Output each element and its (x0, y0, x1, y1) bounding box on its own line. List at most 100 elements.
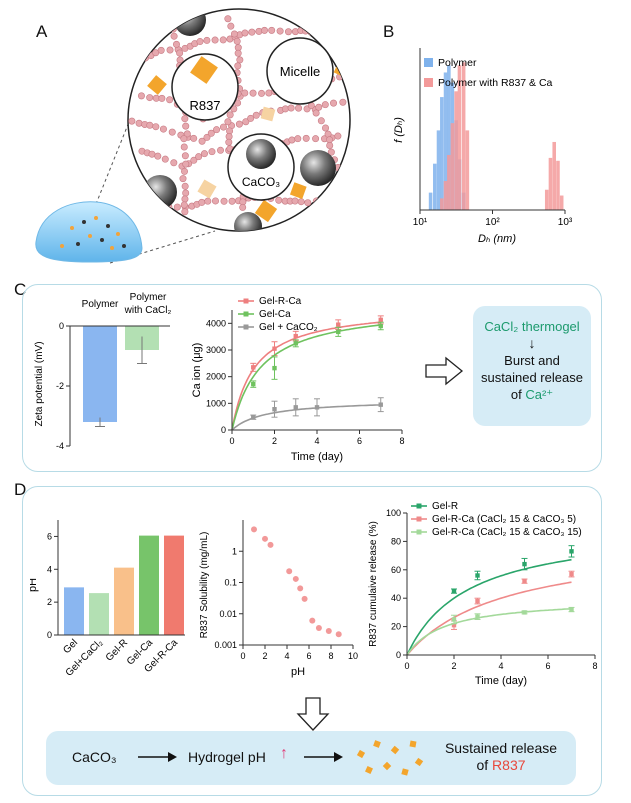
y-tick-label: 2000 (206, 372, 226, 382)
polymer-bead (241, 89, 249, 97)
x-tick-label: 4 (314, 436, 319, 446)
polymer-bead (152, 123, 160, 131)
data-point (569, 571, 574, 577)
solubility-point (292, 575, 299, 582)
polymer-bead (317, 117, 325, 125)
polymer-bead (302, 134, 310, 142)
outcome-line-2: of R837 (441, 757, 561, 774)
solubility-point (262, 535, 268, 542)
polymer-bead (239, 203, 247, 211)
polymer-bead (241, 29, 249, 37)
summary-line-2: sustained release (481, 370, 583, 385)
polymer-bead (342, 70, 350, 78)
sol-ticks: 0 2 4 6 8 10 0.001 0.01 0.1 1 (214, 546, 358, 661)
polymer-bead (312, 109, 320, 117)
hydrogel-drop (35, 201, 143, 263)
solubility-point (297, 585, 304, 592)
polymer-bead (315, 103, 323, 111)
outcome-line-1: Sustained release (444, 740, 558, 756)
panel-b-letter: B (383, 22, 395, 41)
polymer-bead (211, 36, 219, 44)
polymer-bead (248, 28, 256, 36)
polymer-bead (281, 105, 289, 113)
size-bar (548, 157, 553, 210)
y-tick-label: 100 (386, 508, 401, 518)
micelle-inset (266, 37, 334, 105)
legend-marker (243, 311, 249, 317)
polymer-bead (326, 141, 334, 149)
d-hollow-down-arrow (296, 697, 330, 731)
b-y-label: f (Dₕ) (393, 117, 405, 143)
polymer-bead (176, 49, 184, 57)
polymer-bead (265, 89, 273, 97)
polymer-bead (170, 159, 178, 167)
polymer-bead (173, 203, 181, 211)
legend-label: Gel + CaCO₂ (259, 322, 318, 333)
r-legend: Gel-R Gel-R-Ca (CaCl₂ 15 & CaCO₃ 5) Gel-R-… (411, 501, 582, 538)
polymer-bead (128, 56, 134, 64)
summary-of: of (510, 387, 526, 402)
zeta-categories: Polymer Polymer with CaCl₂ (82, 292, 172, 316)
legend-marker (243, 324, 249, 330)
polymer-bead (331, 35, 339, 43)
size-bar (428, 192, 433, 210)
x-tick-label: 0 (229, 436, 234, 446)
polymer-bead (224, 15, 232, 23)
polymer-bead (168, 128, 176, 136)
legend-marker (416, 516, 422, 522)
polymer-bead (154, 152, 162, 160)
solubility-point (251, 526, 257, 533)
b-legend-label: Polymer (438, 57, 477, 69)
data-point (569, 549, 574, 554)
summary-ca-ion: Ca²⁺ (525, 387, 554, 402)
polymer-bead (180, 135, 188, 143)
solubility-chart: 0 2 4 6 8 10 0.001 0.01 0.1 1 pH R837 Solubility … (199, 520, 358, 678)
solubility-point (309, 617, 316, 624)
ph-bar (139, 535, 159, 635)
size-bar (436, 130, 441, 210)
size-bar (443, 72, 448, 210)
x-tick-label: 6 (545, 661, 550, 671)
polymer-bead (294, 135, 302, 143)
data-point (336, 322, 341, 327)
polymer-bead (148, 150, 156, 158)
released-r837-crystals (356, 740, 424, 776)
ph-tick-label: 4 (47, 564, 52, 574)
r-y-label: R837 cumulaive release (%) (368, 521, 379, 647)
y-tick-label: 0 (221, 425, 226, 435)
polymer-bead (247, 114, 255, 122)
polymer-bead (170, 32, 178, 40)
polymer-bead (249, 89, 257, 97)
flow-arrow-1 (138, 752, 177, 762)
sol-y-tick-label: 0.01 (219, 609, 237, 619)
polymer-bead (181, 195, 189, 203)
zeta-tick-label: 0 (59, 321, 64, 331)
polymer-bead (220, 197, 228, 205)
solubility-point (325, 628, 332, 635)
polymer-bead (200, 150, 208, 158)
polymer-bead (312, 197, 320, 205)
polymer-bead (291, 197, 299, 205)
ph-y-label: pH (30, 578, 39, 592)
polymer-bead (183, 130, 191, 138)
data-point (522, 561, 527, 567)
summary-line-3: of Ca²⁺ (473, 386, 591, 403)
data-point (251, 415, 256, 420)
polymer-bead (325, 26, 333, 34)
ph-tick-label: 6 (47, 531, 52, 541)
polymer-bead (288, 136, 296, 144)
polymer-bead (321, 101, 329, 109)
ca-series (231, 315, 384, 431)
data-point (272, 346, 277, 351)
polymer-bead (227, 22, 235, 30)
thermogel-title: CaCl₂ thermogel (484, 319, 580, 334)
size-bar (454, 91, 458, 210)
polymer-bead (207, 129, 215, 137)
sol-x-tick-label: 0 (240, 651, 245, 661)
data-point (569, 607, 574, 612)
data-point (451, 617, 457, 622)
polymer-bead (181, 167, 189, 175)
flow-caco3: CaCO₃ (72, 749, 117, 765)
zeta-y-label: Zeta potential (mV) (34, 341, 45, 426)
